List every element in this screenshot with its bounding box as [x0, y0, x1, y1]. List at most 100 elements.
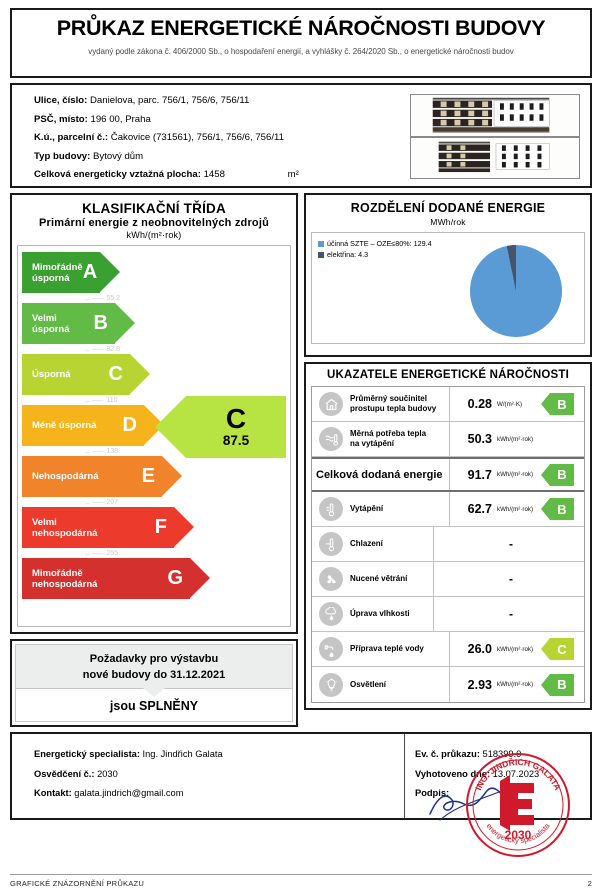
contact-label: Kontakt: [34, 788, 72, 798]
field-cadastre-label: K.ú., parcelní č.: [34, 132, 109, 144]
requirements-line-1: Požadavky pro výstavbu [89, 653, 219, 665]
scale-band-letter: E [141, 465, 155, 487]
legend-swatch [318, 251, 324, 258]
left-column: KLASIFIKAČNÍ TŘÍDA Primární energie z ne… [10, 193, 298, 727]
building-elevation-image-2 [410, 136, 580, 179]
scale-band-f: Velmi nehospodárná F ←── 255 [22, 507, 286, 558]
stamp-role-text: energetický specialista [484, 821, 552, 845]
class-letter: B [541, 393, 574, 415]
legend-label: účinná SZTE – OZE≤80%: 129.4 [327, 239, 432, 248]
signature-row: Podpis: [415, 784, 590, 804]
column-divider [433, 597, 434, 631]
issued-label: Vyhotoveno dne: [415, 768, 491, 779]
right-column: ROZDĚLENÍ DODANÉ ENERGIE MWh/rok účinná … [304, 193, 592, 727]
indicator-row: Osvětlení 2.93 kWh/(m²·rok) B [312, 667, 584, 702]
column-divider [449, 387, 450, 421]
classification-title: KLASIFIKAČNÍ TŘÍDA [82, 201, 226, 216]
specialist-info: Energetický specialista: Ing. Jindřich G… [12, 734, 405, 818]
scale-band-boundary: ←── 55.2 [84, 294, 120, 303]
result-class-badge: C 87.5 [155, 396, 286, 458]
indicator-value: - [509, 572, 513, 586]
scale-band-letter: D [122, 414, 137, 436]
document-subtitle: vydaný podle zákona č. 406/2000 Sb., o h… [88, 46, 514, 56]
scale-band-boundary: ←── 255 [84, 549, 119, 558]
energy-scale: Mimořádně úsporná A ←── 55.2 Velmi úsporná B ←──… [17, 245, 291, 627]
stamp-number-text: 2030 [505, 828, 532, 842]
scale-band-label: Mimořádně úsporná [32, 261, 83, 284]
requirements-result: jsou SPLNĚNY [15, 689, 293, 722]
signature-label: Podpis: [415, 788, 450, 798]
scale-band-label: Úsporná [32, 369, 71, 380]
column-divider [433, 562, 434, 596]
scale-band-letter: F [154, 516, 167, 538]
scale-bands: Mimořádně úsporná A ←── 55.2 Velmi úsporná B ←──… [22, 252, 286, 599]
field-building-type: Typ budovy: Bytový dům [34, 148, 410, 167]
record-value: 518399.0 [482, 749, 522, 759]
specialist-row: Energetický specialista: Ing. Jindřich G… [34, 745, 404, 765]
scale-band-letter: B [93, 312, 108, 334]
indicator-label: Průměrný součinitel prostupu tepla budovy [350, 394, 437, 413]
field-building-type-label: Typ budovy: [34, 150, 91, 162]
heat-demand-icon [312, 427, 350, 451]
pie-chart [470, 245, 562, 337]
field-zip-city: PSČ, místo: 196 00, Praha [34, 111, 410, 130]
requirements-line-2: nové budovy do 31.12.2021 [82, 669, 226, 681]
indicator-value: 91.7 [467, 467, 492, 482]
identification-fields: Ulice, číslo: Danielova, parc. 756/1, 75… [12, 92, 410, 181]
scale-band-arrow: Velmi úsporná B [22, 303, 135, 344]
scale-band-label: Velmi úsporná [32, 312, 70, 335]
classification-subtitle: Primární energie z neobnovitelných zdroj… [38, 217, 270, 229]
field-building-type-value: Bytový dům [93, 150, 144, 162]
scale-band-e: Nehospodárná E ←── 207 [22, 456, 286, 507]
scale-band-boundary: ←── 110 [84, 396, 118, 405]
indicator-class-badge: B [541, 393, 584, 415]
field-floor-area-value: 1458 [203, 169, 225, 181]
indicator-value: 62.7 [467, 502, 492, 516]
elevation-drawing-1 [411, 95, 579, 136]
page-footer-bar: GRAFICKÉ ZNÁZORNĚNÍ PRŮKAZU 2 [10, 874, 592, 888]
pie-chart-area: účinná SZTE – OZE≤80%: 129.4 elektřina: 4… [311, 232, 585, 344]
footer-panel: Energetický specialista: Ing. Jindřich G… [10, 732, 592, 857]
column-divider [449, 667, 450, 702]
issued-value: 13.07.2023 [492, 768, 540, 779]
lighting-icon [312, 672, 350, 697]
class-letter: C [541, 638, 574, 660]
indicator-label: Chlazení [350, 539, 383, 548]
indicator-value: 0.28 [467, 397, 492, 411]
page-number: 2 [587, 879, 592, 888]
indicator-label: Vytápění [350, 504, 384, 513]
field-cadastre-value: Čakovice (731561), 756/1, 756/6, 756/11 [110, 132, 284, 144]
classification-panel: KLASIFIKAČNÍ TŘÍDA Primární energie z ne… [10, 193, 298, 634]
scale-band-arrow: Mimořádně nehospodárná G [22, 558, 210, 599]
indicator-class-badge: C [541, 638, 584, 660]
field-street-value: Danielova, parc. 756/1, 756/6, 756/11 [90, 95, 250, 106]
energy-split-panel: ROZDĚLENÍ DODANÉ ENERGIE MWh/rok účinná … [304, 193, 592, 357]
indicator-unit: kWh/(m²·rok) [497, 471, 534, 478]
legend-item: elektřina: 4.3 [318, 250, 578, 261]
indicator-row: Měrná potřeba tepla na vytápění 50.3 kWh/(m… [312, 422, 584, 457]
indicators-title: UKAZATELE ENERGETICKÉ NÁROČNOSTI [327, 369, 569, 381]
document-header: PRŮKAZ ENERGETICKÉ NÁROČNOSTI BUDOVY vyd… [10, 8, 592, 78]
classification-unit: kWh/(m²·rok) [126, 230, 182, 240]
contact-row: Kontakt: galata.jindrich@gmail.com [34, 784, 404, 804]
indicator-row: Celková dodaná energie 91.7 kWh/(m²·rok) B [312, 457, 584, 492]
indicator-label: Úprava vlhkosti [350, 609, 410, 618]
scale-band-letter: G [167, 567, 183, 589]
scale-band-boundary: ←── 207 [84, 498, 119, 507]
indicator-value: 26.0 [467, 642, 492, 656]
indicator-class-badge: B [541, 463, 584, 486]
field-floor-area-unit: m² [287, 169, 299, 181]
requirements-question: Požadavky pro výstavbu nové budovy do 31… [15, 644, 293, 697]
scale-band-arrow: Velmi nehospodárná F [22, 507, 194, 548]
humidity-icon [312, 602, 350, 626]
certificate-row: Osvědčení č.: 2030 [34, 765, 404, 785]
scale-band-b: Velmi úsporná B ←── 82.8 [22, 303, 286, 354]
scale-band-boundary: ←── 138 [84, 447, 119, 456]
indicator-label: Nucené větrání [350, 574, 408, 583]
house-icon [312, 392, 350, 416]
record-label: Ev. č. průkazu: [415, 749, 480, 759]
scale-band-g: Mimořádně nehospodárná G [22, 558, 286, 599]
indicators-panel: UKAZATELE ENERGETICKÉ NÁROČNOSTI Průměrn… [304, 362, 592, 710]
column-divider [449, 632, 450, 666]
scale-band-arrow: Nehospodárná E [22, 456, 182, 497]
